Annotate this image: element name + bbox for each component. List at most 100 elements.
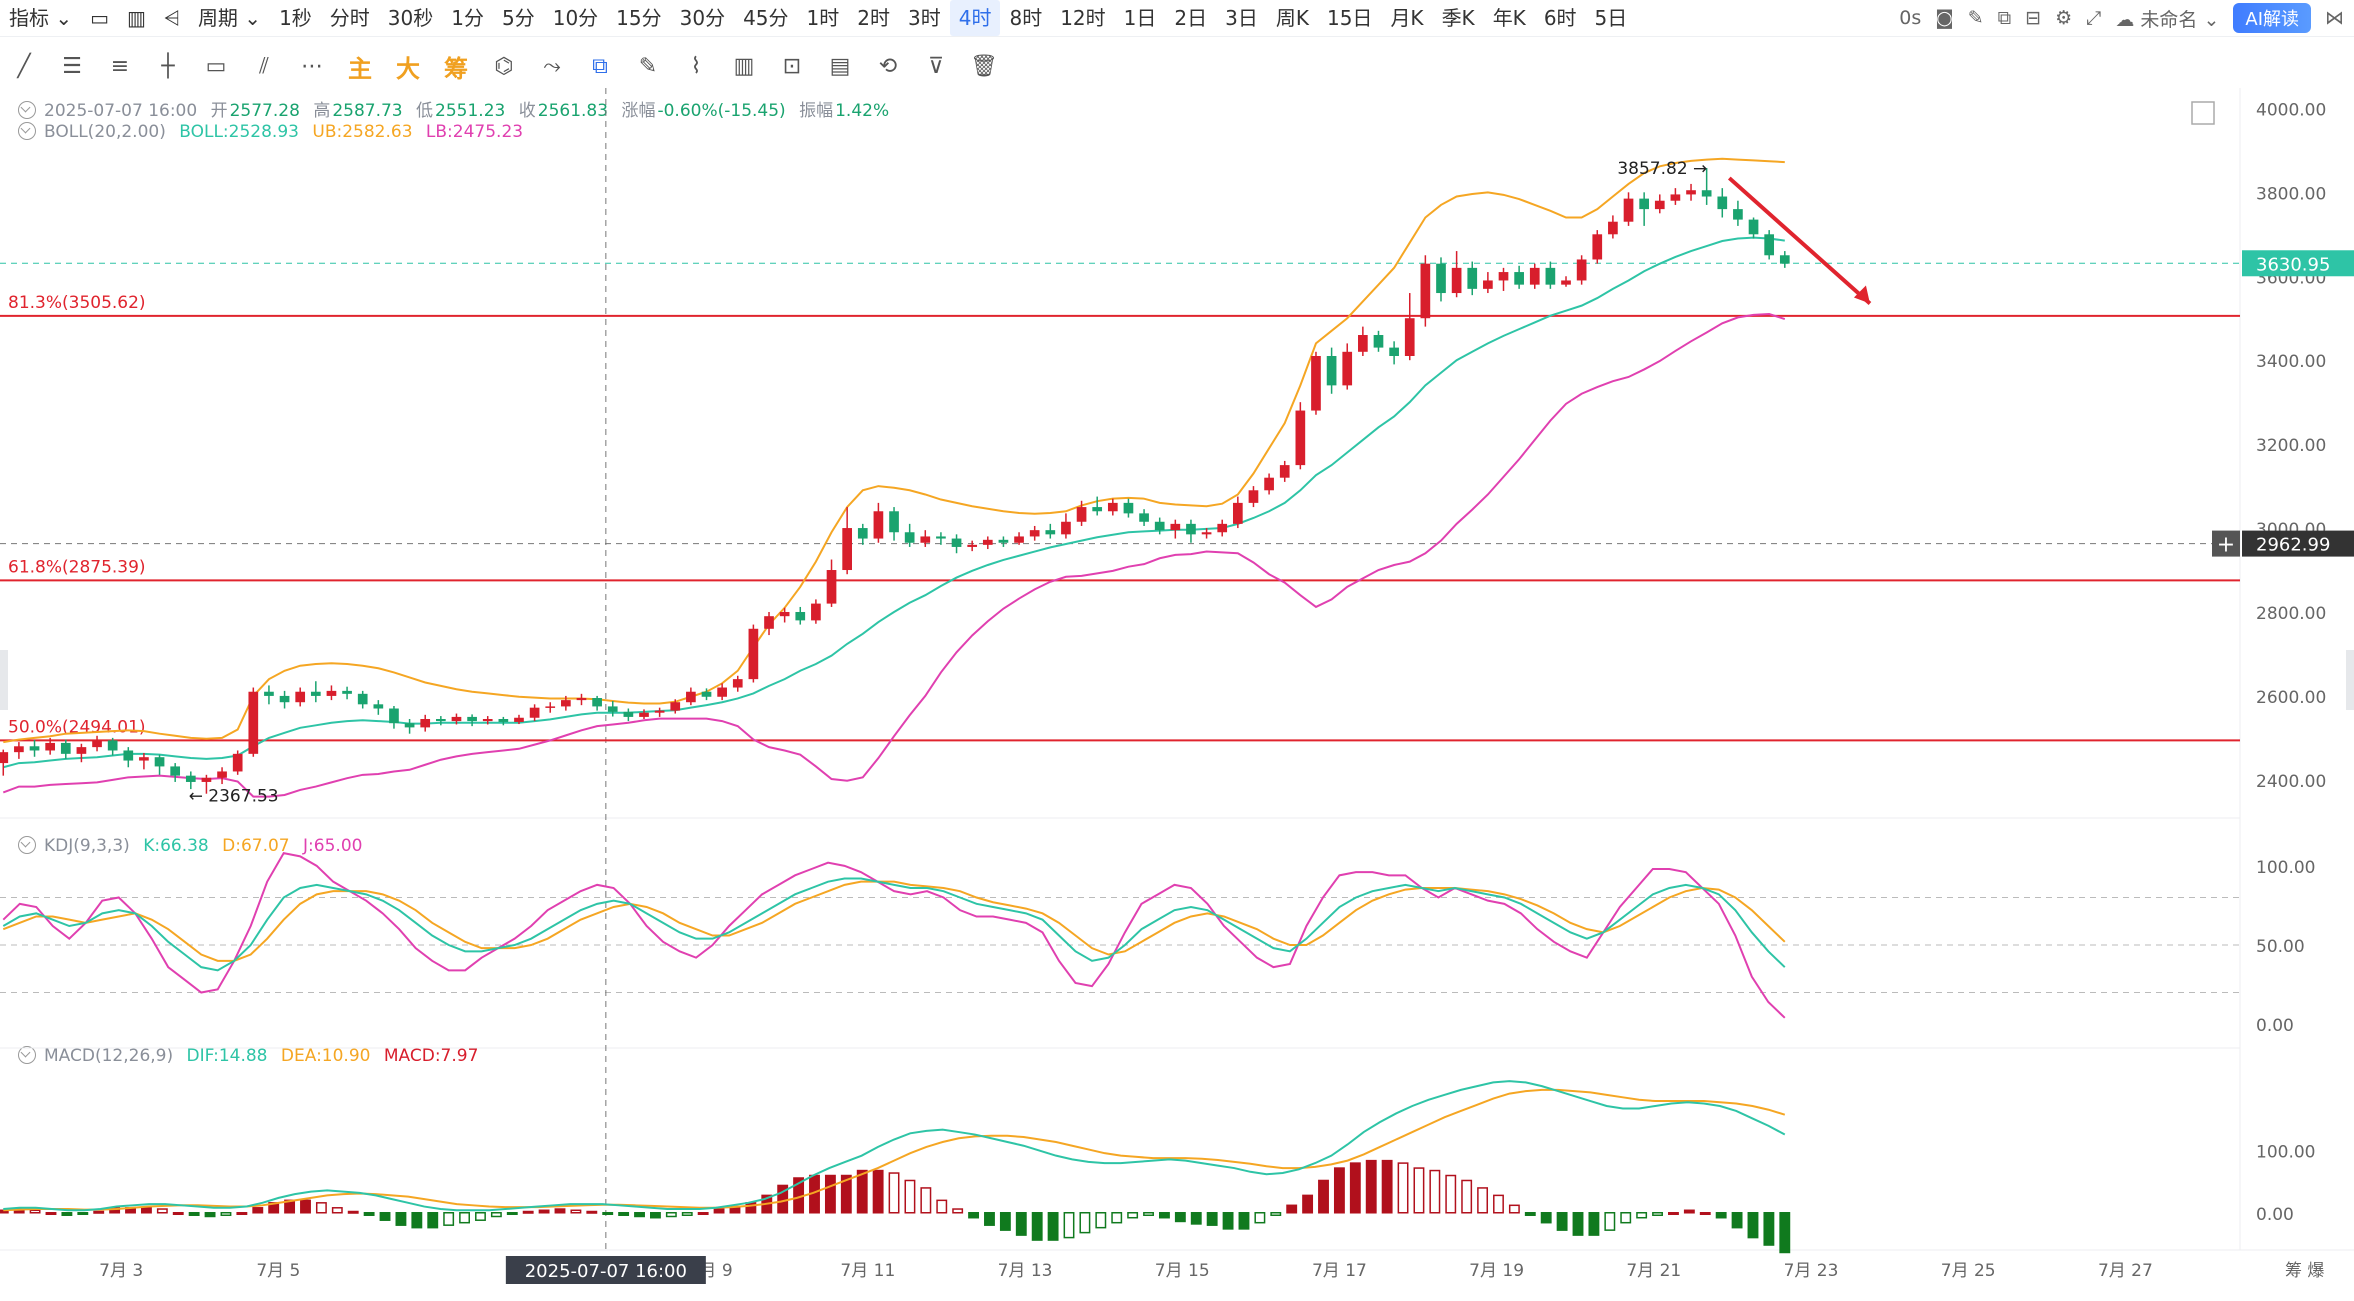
tool-label-0[interactable]: 主 bbox=[348, 54, 372, 83]
trash-icon[interactable]: 🗑 bbox=[970, 53, 998, 79]
fullscreen-icon[interactable]: ⤢ bbox=[2086, 7, 2102, 29]
toolbar-item-13[interactable]: 45分 bbox=[743, 6, 789, 30]
toolbar-item-23[interactable]: 周K bbox=[1275, 6, 1309, 30]
collapse-icon[interactable] bbox=[18, 836, 36, 854]
toolbar-item-9[interactable]: 5分 bbox=[501, 6, 535, 30]
filter-icon[interactable]: ⊽ bbox=[927, 53, 945, 79]
hlines-icon[interactable]: ≡ bbox=[110, 53, 130, 79]
candle-body bbox=[451, 716, 462, 722]
toolbar-item-5[interactable]: 1秒 bbox=[279, 6, 312, 30]
fib-icon[interactable]: ⫽ bbox=[259, 53, 269, 79]
copy-icon[interactable]: ⧉ bbox=[592, 53, 608, 79]
trendline-icon[interactable]: ╱ bbox=[17, 53, 31, 79]
macd-hist-bar bbox=[443, 1212, 455, 1226]
camera-icon[interactable]: ◙ bbox=[1935, 7, 1954, 29]
layout-icon[interactable]: ⊟ bbox=[2025, 7, 2042, 29]
toolbar-item-25[interactable]: 月K bbox=[1390, 6, 1424, 30]
macd-hist-bar bbox=[140, 1207, 152, 1214]
macd-hist-bar bbox=[618, 1212, 630, 1216]
toolbar-item-21[interactable]: 2日 bbox=[1174, 6, 1208, 30]
toolbar-icon-1[interactable]: ▭ bbox=[90, 6, 110, 30]
toolbar-item-11[interactable]: 15分 bbox=[616, 6, 662, 30]
toolbar-item-15[interactable]: 2时 bbox=[857, 6, 890, 30]
more-icon[interactable]: ⋯ bbox=[301, 53, 323, 79]
share-icon[interactable]: ⋈ bbox=[2325, 7, 2344, 29]
cross-icon[interactable]: ┼ bbox=[161, 53, 175, 79]
toolbar-item-28[interactable]: 6时 bbox=[1543, 6, 1577, 30]
candle-body bbox=[904, 532, 915, 543]
gear-icon[interactable]: ⚙ bbox=[2055, 7, 2073, 29]
toolbar-item-14[interactable]: 1时 bbox=[806, 6, 840, 30]
toolbar-item-4[interactable]: 周期 ⌄ bbox=[197, 6, 262, 30]
candle-body bbox=[1514, 272, 1524, 285]
amp-label: 振幅 bbox=[799, 101, 834, 121]
candle-body bbox=[217, 771, 227, 778]
candle-body bbox=[1342, 351, 1353, 386]
toolbar-item-19[interactable]: 12时 bbox=[1060, 6, 1106, 30]
magnet-icon[interactable]: ⟲ bbox=[878, 53, 898, 79]
candle-body bbox=[1389, 347, 1399, 356]
toolbar-item-10[interactable]: 10分 bbox=[552, 6, 599, 30]
candle-body bbox=[45, 742, 56, 751]
macd-hist-bar bbox=[379, 1212, 391, 1221]
latency-label[interactable]: 0s bbox=[1899, 7, 1922, 29]
note-icon[interactable]: ▤ bbox=[829, 53, 851, 79]
measure-icon[interactable]: ⌬ bbox=[494, 53, 514, 79]
toolbar-item-0[interactable]: 指标 ⌄ bbox=[9, 6, 73, 30]
layout-name[interactable]: ☁ 未命名 ⌄ bbox=[2115, 8, 2220, 31]
toolbar-icon-3[interactable]: ⩤ bbox=[163, 6, 180, 30]
crosshair-date-label: 2025-07-07 16:00 bbox=[525, 1261, 687, 1282]
pen-icon[interactable]: ✎ bbox=[638, 53, 658, 79]
candle-body bbox=[1529, 267, 1540, 285]
candle-body bbox=[686, 691, 696, 703]
toolbar-icon-2[interactable]: ▥ bbox=[127, 6, 146, 30]
toolbar-item-27[interactable]: 年K bbox=[1492, 6, 1526, 30]
toolbar-item-7[interactable]: 30秒 bbox=[387, 6, 434, 30]
brush-icon[interactable]: ⌇ bbox=[690, 53, 702, 79]
ai-button[interactable]: AI解读 bbox=[2233, 3, 2311, 33]
x-tick-label: 7月 23 bbox=[1784, 1261, 1839, 1281]
macd-hist-bar bbox=[554, 1208, 566, 1214]
boll-name[interactable]: BOLL(20,2.00) bbox=[44, 122, 166, 142]
collapse-icon[interactable] bbox=[18, 122, 36, 140]
macd-name[interactable]: MACD(12,26,9) bbox=[44, 1046, 174, 1066]
candle-body bbox=[467, 716, 477, 722]
high-marker-label: 3857.82 → bbox=[1617, 159, 1707, 179]
path-icon[interactable]: ⤳ bbox=[543, 53, 561, 79]
collapse-icon[interactable] bbox=[18, 101, 36, 119]
boll-ub: UB:2582.63 bbox=[312, 122, 413, 142]
toolbar-item-12[interactable]: 30分 bbox=[679, 6, 726, 30]
candle-body bbox=[1139, 513, 1149, 522]
toolbar-item-29[interactable]: 5日 bbox=[1594, 6, 1628, 30]
macd-hist-bar bbox=[1524, 1212, 1536, 1216]
macd-hist-bar bbox=[840, 1174, 852, 1214]
bars-icon[interactable]: ▥ bbox=[733, 53, 755, 79]
toolbar-item-16[interactable]: 3时 bbox=[908, 6, 941, 30]
toolbar-item-17[interactable]: 4时 bbox=[949, 0, 1001, 36]
tool-label-1[interactable]: 大 bbox=[396, 54, 420, 83]
toolbar-item-18[interactable]: 8时 bbox=[1009, 6, 1043, 30]
macd-hist-bar bbox=[984, 1212, 995, 1226]
macd-tick-label: 0.00 bbox=[2256, 1205, 2294, 1225]
macd-hist-bar bbox=[1079, 1212, 1091, 1234]
kdj-name[interactable]: KDJ(9,3,3) bbox=[44, 836, 130, 856]
y-tick-label: 3800.00 bbox=[2256, 184, 2326, 204]
toolbar-item-26[interactable]: 季K bbox=[1441, 6, 1475, 30]
candle-body bbox=[967, 544, 978, 547]
tool-label-2[interactable]: 筹 bbox=[444, 54, 468, 83]
parallel-icon[interactable]: ☰ bbox=[62, 53, 82, 79]
collapse-icon[interactable] bbox=[18, 1046, 36, 1064]
candle-body bbox=[982, 539, 993, 545]
candle-body bbox=[514, 717, 524, 722]
toolbar-item-24[interactable]: 15日 bbox=[1326, 6, 1373, 30]
candle-body bbox=[232, 753, 243, 772]
lock-icon[interactable]: ⊡ bbox=[782, 53, 802, 79]
toolbar-item-20[interactable]: 1日 bbox=[1123, 6, 1157, 30]
toolbar-item-22[interactable]: 3日 bbox=[1225, 6, 1258, 30]
window-icon[interactable]: ⧉ bbox=[1997, 7, 2012, 29]
toolbar-item-6[interactable]: 分时 bbox=[329, 6, 370, 30]
rect-icon[interactable]: ▭ bbox=[205, 53, 227, 79]
toolbar-item-8[interactable]: 1分 bbox=[451, 6, 484, 30]
edit-icon[interactable]: ✎ bbox=[1967, 7, 1984, 29]
